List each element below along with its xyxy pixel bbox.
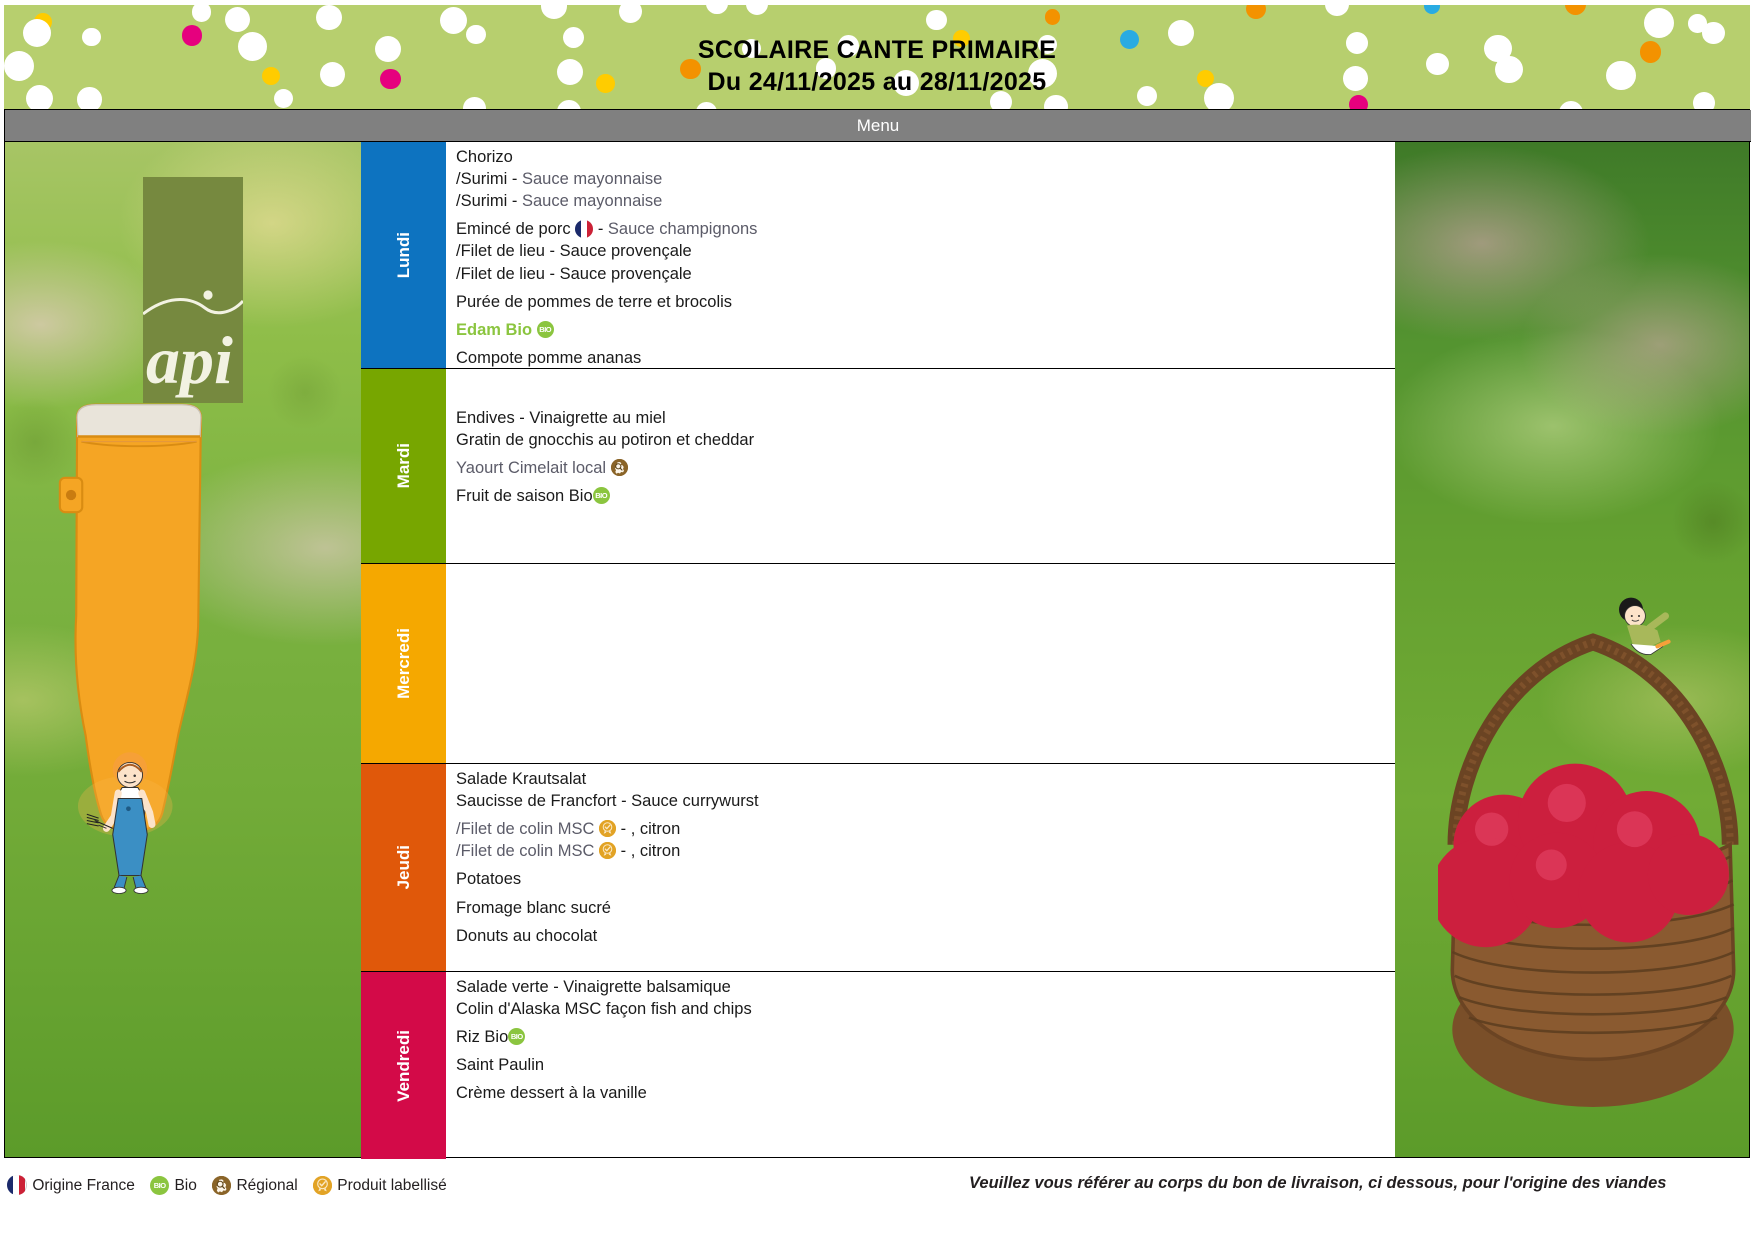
svg-text:api: api	[146, 322, 233, 398]
